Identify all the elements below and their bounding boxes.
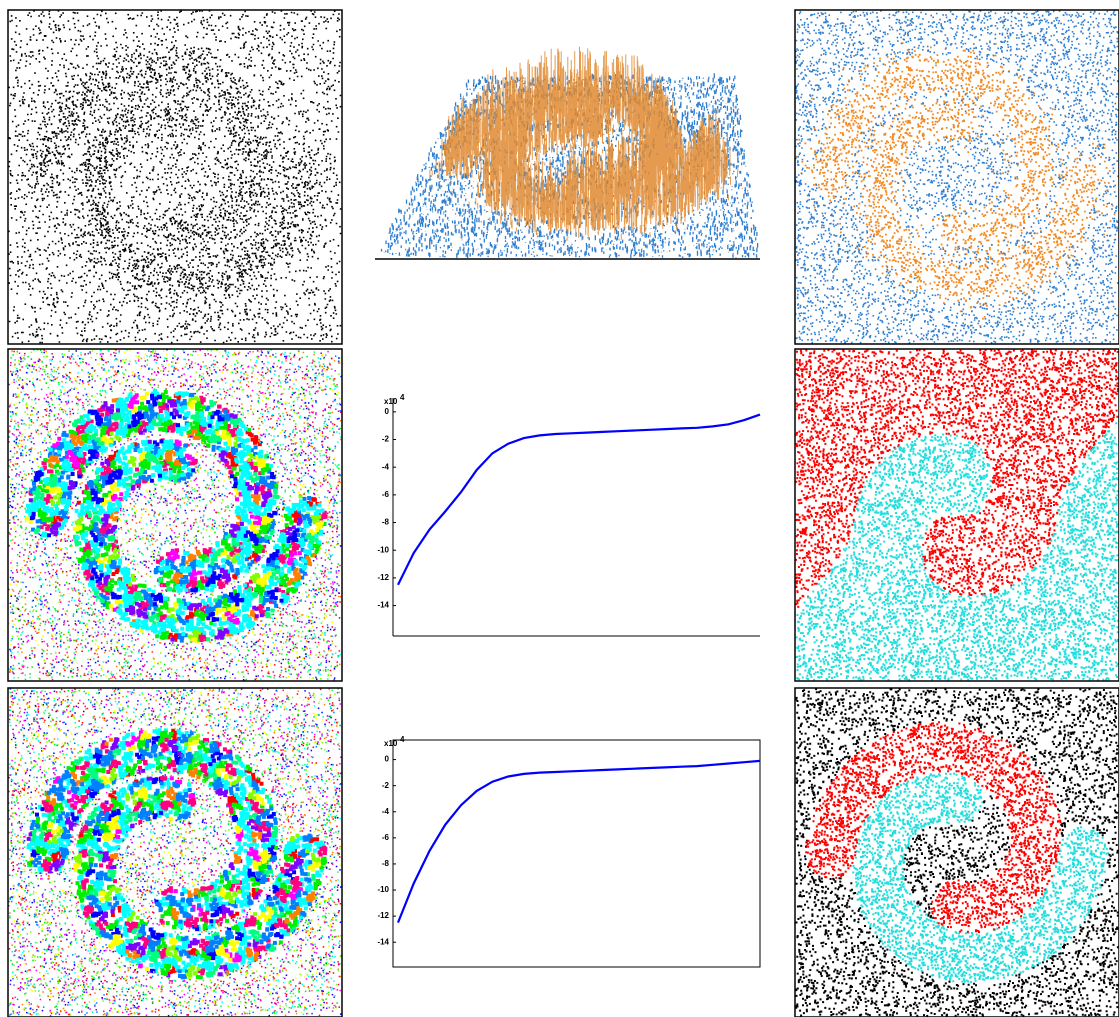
texture bbox=[795, 10, 1119, 344]
panel-border bbox=[794, 348, 1119, 682]
texture bbox=[795, 688, 1119, 1017]
y-tick-label: -6 bbox=[382, 833, 390, 842]
panel-border bbox=[7, 687, 343, 1017]
texture bbox=[8, 689, 341, 1016]
y-tick-label: -14 bbox=[377, 937, 389, 946]
texture bbox=[9, 688, 342, 1017]
y-tick-label: -2 bbox=[382, 435, 390, 444]
texture bbox=[8, 10, 342, 344]
y-tick-label: -2 bbox=[382, 781, 390, 790]
y-tick-label: -4 bbox=[382, 807, 390, 816]
texture bbox=[8, 688, 341, 1017]
texture bbox=[795, 349, 1119, 608]
y-multiplier-exponent: 4 bbox=[400, 735, 405, 744]
surface-peaks bbox=[429, 46, 743, 244]
y-tick-label: -4 bbox=[382, 462, 390, 471]
texture bbox=[8, 349, 342, 680]
texture bbox=[852, 772, 1109, 984]
y-tick-label: -10 bbox=[377, 885, 389, 894]
y-tick-label: -8 bbox=[382, 518, 390, 527]
panel-border bbox=[7, 348, 343, 682]
y-tick-label: -12 bbox=[377, 911, 389, 920]
texture bbox=[10, 689, 342, 1016]
panel-border bbox=[794, 9, 1119, 345]
y-multiplier: x10 bbox=[384, 397, 398, 406]
data-line bbox=[396, 759, 761, 924]
texture bbox=[795, 42, 1119, 327]
y-tick-label: -14 bbox=[377, 601, 389, 610]
texture bbox=[805, 721, 1062, 934]
texture bbox=[795, 422, 1119, 681]
y-tick-label: 0 bbox=[385, 755, 390, 764]
y-multiplier: x10 bbox=[384, 739, 398, 748]
texture bbox=[8, 690, 342, 1016]
y-tick-label: 0 bbox=[385, 407, 390, 416]
axes-frame bbox=[392, 739, 761, 968]
panel-border bbox=[794, 687, 1119, 1017]
y-tick-label: -12 bbox=[377, 573, 389, 582]
data-line bbox=[397, 413, 761, 586]
y-multiplier-exponent: 4 bbox=[400, 393, 405, 402]
panel-border bbox=[7, 9, 343, 345]
y-tick-label: -10 bbox=[377, 545, 389, 554]
y-tick-label: -6 bbox=[382, 490, 390, 499]
y-tick-label: -8 bbox=[382, 859, 390, 868]
texture bbox=[8, 349, 341, 681]
